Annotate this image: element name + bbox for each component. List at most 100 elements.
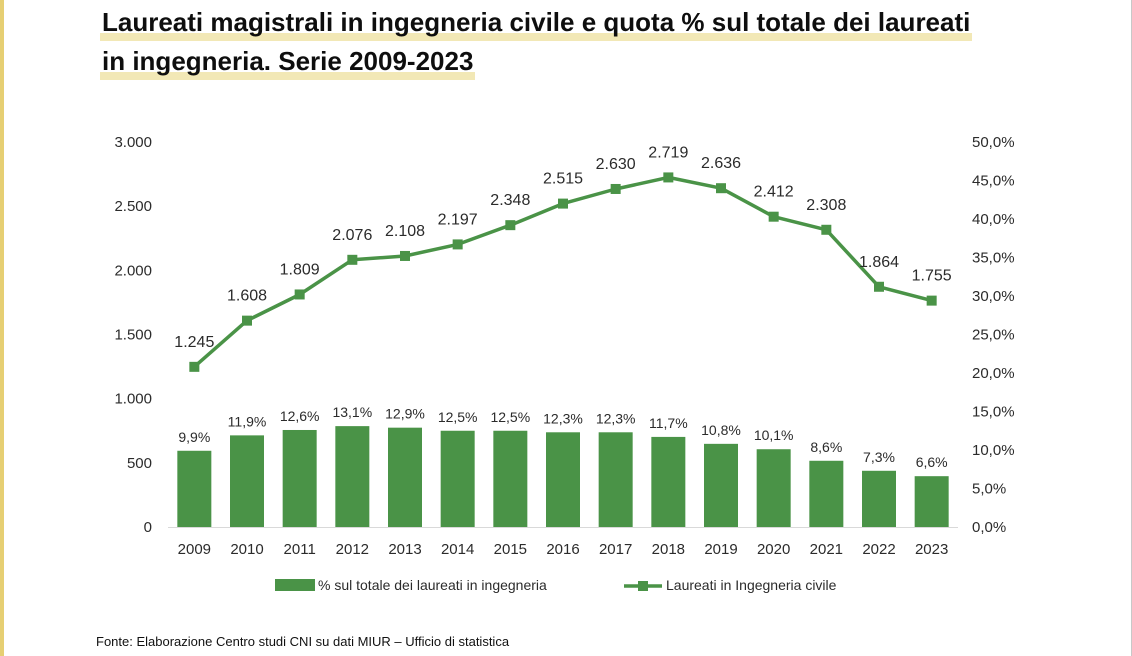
line-data-label: 1.809 bbox=[280, 261, 320, 278]
bar bbox=[335, 426, 370, 527]
line-data-label: 2.630 bbox=[596, 156, 636, 173]
bar bbox=[177, 450, 212, 527]
line-marker bbox=[294, 289, 305, 300]
bar-data-label: 12,5% bbox=[490, 409, 530, 425]
bar-data-label: 7,3% bbox=[863, 449, 895, 465]
bar-data-label: 10,1% bbox=[754, 427, 794, 443]
line-marker bbox=[189, 361, 200, 372]
line-marker bbox=[663, 172, 674, 183]
line-data-label: 2.197 bbox=[438, 211, 478, 228]
left-axis-tick-label: 1.000 bbox=[114, 391, 152, 408]
line-marker bbox=[505, 220, 516, 231]
left-axis-tick-label: 1.500 bbox=[114, 327, 152, 344]
right-axis-tick-label: 10,0% bbox=[972, 442, 1015, 459]
left-axis-tick-label: 2.500 bbox=[114, 198, 152, 215]
line-marker bbox=[926, 295, 937, 306]
title-line-1: Laureati magistrali in ingegneria civile… bbox=[100, 4, 973, 41]
bar-data-label: 12,3% bbox=[543, 410, 583, 426]
bar-data-label: 11,9% bbox=[228, 413, 267, 429]
bar bbox=[230, 435, 264, 527]
line-marker bbox=[874, 281, 884, 292]
bar-data-label: 12,9% bbox=[385, 406, 425, 422]
bar-data-label: 11,7% bbox=[649, 415, 688, 431]
right-axis-tick-label: 25,0% bbox=[972, 327, 1015, 344]
left-axis-tick-label: 0 bbox=[144, 519, 152, 536]
line-marker bbox=[242, 315, 252, 326]
left-axis-tick-label: 2.000 bbox=[114, 262, 152, 279]
bar bbox=[809, 460, 844, 527]
right-axis-tick-label: 5,0% bbox=[972, 481, 1006, 498]
right-axis-tick-label: 30,0% bbox=[972, 288, 1015, 305]
line-marker bbox=[716, 183, 726, 194]
right-axis-tick-label: 45,0% bbox=[972, 173, 1015, 190]
bar-data-label: 12,5% bbox=[438, 409, 478, 425]
x-axis-tick-label: 2020 bbox=[757, 541, 790, 558]
legend-swatch-marker bbox=[638, 581, 648, 591]
bar-data-label: 12,3% bbox=[596, 410, 636, 426]
chart-title: Laureati magistrali in ingegneria civile… bbox=[100, 4, 1000, 82]
right-axis-tick-label: 20,0% bbox=[972, 365, 1015, 382]
x-axis-tick-label: 2014 bbox=[441, 541, 474, 558]
line-marker bbox=[610, 183, 621, 194]
bar bbox=[651, 436, 686, 527]
right-axis-tick-label: 40,0% bbox=[972, 211, 1015, 228]
source-note: Fonte: Elaborazione Centro studi CNI su … bbox=[96, 634, 510, 649]
right-axis-tick-label: 35,0% bbox=[972, 250, 1015, 267]
bar bbox=[282, 429, 317, 527]
line-data-label: 2.719 bbox=[648, 144, 688, 161]
bar-data-label: 6,6% bbox=[916, 454, 948, 470]
line-data-label: 2.108 bbox=[385, 223, 425, 240]
line-marker bbox=[400, 250, 410, 261]
line-data-label: 1.864 bbox=[859, 254, 899, 271]
x-axis-tick-label: 2022 bbox=[862, 541, 895, 558]
bar bbox=[546, 432, 580, 527]
combo-chart: 0 500 1.000 1.500 2.000 2.500 3.000 0,0% 5,0% 10,… bbox=[114, 134, 1015, 593]
right-axis-tick-label: 15,0% bbox=[972, 404, 1015, 421]
bar bbox=[756, 449, 791, 527]
line-marker bbox=[347, 254, 358, 265]
line-data-label: 2.348 bbox=[490, 192, 530, 209]
line-data-label: 2.076 bbox=[332, 227, 372, 244]
title-line-2: in ingegneria. Serie 2009-2023 bbox=[100, 43, 476, 80]
left-axis-tick-label: 500 bbox=[127, 455, 152, 472]
bar-data-label: 10,8% bbox=[701, 422, 741, 438]
x-axis-tick-label: 2010 bbox=[230, 541, 263, 558]
line-data-label: 2.636 bbox=[701, 155, 741, 172]
x-axis-tick-label: 2021 bbox=[810, 541, 843, 558]
bar-data-label: 13,1% bbox=[332, 404, 372, 420]
x-axis-tick-label: 2016 bbox=[546, 541, 579, 558]
line-marker bbox=[768, 211, 779, 222]
bar-data-label: 8,6% bbox=[810, 439, 842, 455]
x-axis-tick-label: 2023 bbox=[915, 541, 948, 558]
x-axis-tick-label: 2017 bbox=[599, 541, 632, 558]
line-data-label: 2.515 bbox=[543, 171, 583, 188]
bar bbox=[862, 470, 896, 527]
line-data-label: 2.412 bbox=[754, 184, 794, 201]
line-data-label: 1.755 bbox=[912, 268, 952, 285]
line-marker bbox=[558, 198, 568, 209]
right-axis-tick-label: 0,0% bbox=[972, 519, 1006, 536]
line-marker bbox=[821, 224, 832, 235]
bar bbox=[493, 430, 528, 527]
legend-swatch-bars bbox=[275, 579, 315, 591]
legend-label-bars: % sul totale dei laureati in ingegneria bbox=[318, 577, 547, 593]
bar bbox=[598, 432, 633, 527]
x-axis-tick-label: 2009 bbox=[178, 541, 211, 558]
x-axis-tick-label: 2013 bbox=[388, 541, 421, 558]
line-marker bbox=[452, 239, 463, 250]
x-axis-tick-label: 2019 bbox=[704, 541, 737, 558]
bar-data-label: 12,6% bbox=[280, 408, 320, 424]
x-axis-tick-label: 2015 bbox=[494, 541, 527, 558]
left-axis-tick-label: 3.000 bbox=[114, 134, 152, 151]
bar bbox=[388, 427, 422, 527]
line-data-label: 2.308 bbox=[806, 197, 846, 214]
bar bbox=[704, 443, 738, 527]
bar bbox=[914, 476, 949, 527]
x-axis-tick-label: 2012 bbox=[336, 541, 369, 558]
x-axis-tick-label: 2018 bbox=[652, 541, 685, 558]
legend-label-line: Laureati in Ingegneria civile bbox=[666, 577, 837, 593]
bar bbox=[440, 430, 475, 527]
x-axis-tick-label: 2011 bbox=[284, 541, 316, 558]
line-data-label: 1.245 bbox=[174, 334, 214, 351]
right-axis-tick-label: 50,0% bbox=[972, 134, 1015, 151]
